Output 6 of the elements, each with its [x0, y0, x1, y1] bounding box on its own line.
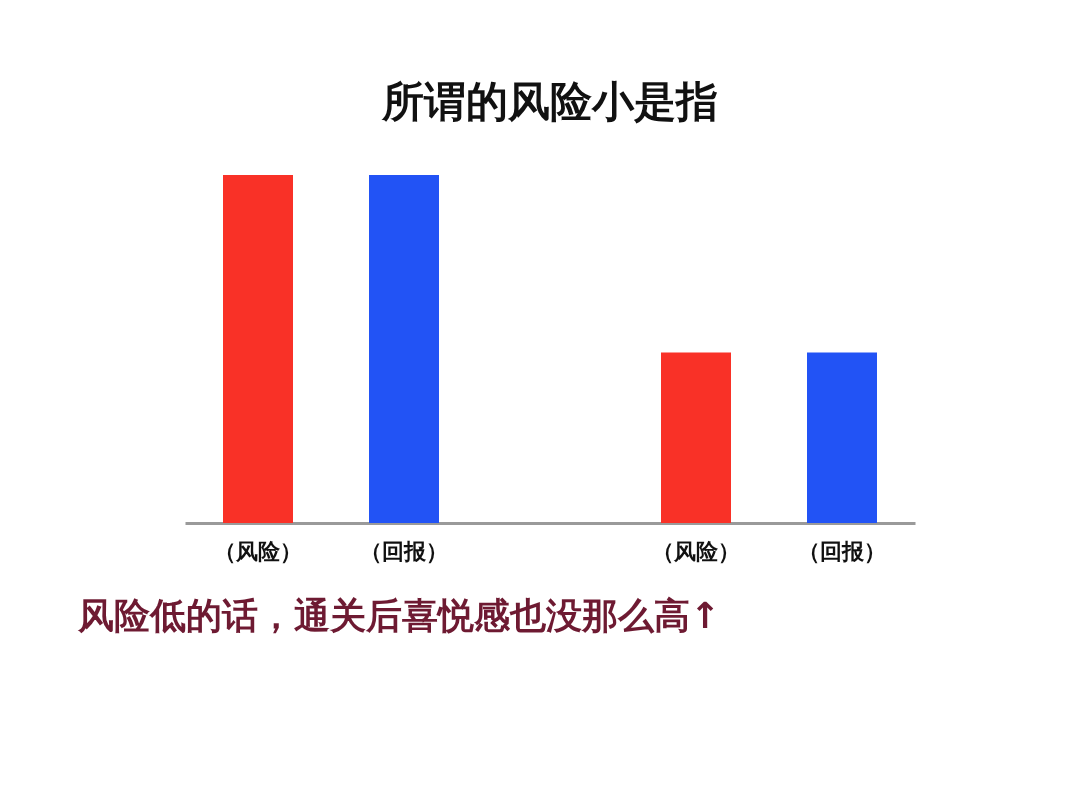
x-tick-label: （回报）: [798, 538, 886, 564]
chart-title: 所谓的风险小是指: [381, 77, 718, 126]
text: 风险低的话，通关后喜悦感也没那么高↑: [78, 594, 721, 638]
x-tick-label: （回报）: [360, 538, 448, 564]
x-tick-label: （风险）: [214, 538, 302, 564]
x-tick-label: （风险）: [652, 538, 740, 564]
